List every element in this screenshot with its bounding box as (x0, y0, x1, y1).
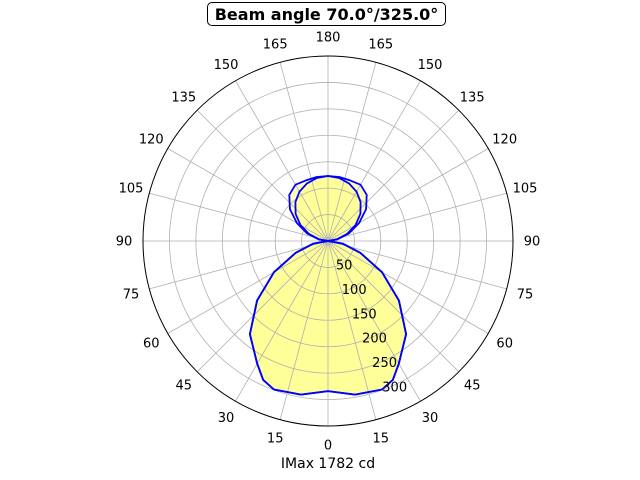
radial-tick-label: 300 (382, 381, 407, 396)
angle-tick-label: 90 (116, 235, 133, 250)
radial-tick-label: 100 (342, 283, 367, 298)
angle-tick-label: 135 (460, 90, 485, 105)
angular-grid-line (327, 240, 377, 420)
angle-tick-label: 15 (373, 432, 390, 447)
angular-grid-line (235, 80, 329, 242)
angular-grid-line (327, 240, 489, 334)
angular-grid-line (149, 240, 329, 290)
angle-tick-label: 105 (513, 182, 538, 197)
radial-tick-label: 250 (372, 356, 397, 371)
angle-tick-labels: 0 15 30 45 60 75 90 105 120 135 150 165 180 165 150 135… (116, 31, 541, 454)
angle-tick-label: 150 (214, 58, 239, 73)
angle-tick-label: 135 (171, 90, 196, 105)
polar-frame (142, 55, 514, 427)
angular-grid-line (167, 240, 329, 334)
x-axis-label: IMax 1782 cd (280, 456, 376, 472)
angular-grid-line (235, 240, 329, 402)
polar-grid (143, 56, 513, 426)
angle-tick-label: 60 (496, 337, 513, 352)
radial-tick-labels: 50 100 150 200 250 300 (336, 258, 407, 395)
angular-grid-line (196, 240, 329, 373)
angle-tick-label: 120 (492, 133, 517, 148)
angular-grid-line (279, 240, 329, 420)
radial-tick-label: 50 (336, 258, 353, 273)
angle-tick-label: 105 (119, 182, 144, 197)
angle-tick-label: 165 (368, 38, 393, 53)
angular-grid-line (327, 109, 460, 242)
angular-grid-line (327, 192, 507, 242)
radial-tick-label: 200 (362, 332, 387, 347)
angular-grid-line (279, 62, 329, 242)
angular-grid-line (327, 80, 421, 242)
angle-tick-label: 75 (123, 287, 140, 302)
angle-tick-label: 30 (422, 411, 439, 426)
angle-tick-label: 45 (464, 379, 481, 394)
angle-tick-label: 180 (316, 31, 341, 46)
angle-tick-label: 0 (324, 439, 332, 454)
angular-grid-line (327, 240, 460, 373)
angle-tick-label: 75 (517, 287, 534, 302)
chart-title: Beam angle 70.0°/325.0° (207, 2, 446, 26)
angular-grid-line (149, 192, 329, 242)
intensity-curve-layer (249, 175, 407, 396)
angle-tick-label: 60 (143, 337, 160, 352)
angle-tick-label: 90 (524, 235, 541, 250)
angular-grid-line (327, 62, 377, 242)
angle-tick-label: 30 (218, 411, 235, 426)
angle-tick-label: 150 (418, 58, 443, 73)
angle-tick-label: 45 (176, 379, 193, 394)
angular-grid-line (196, 109, 329, 242)
angular-grid-line (327, 240, 507, 290)
angular-grid-line (327, 240, 421, 402)
angle-tick-label: 15 (267, 432, 284, 447)
radial-tick-label: 150 (352, 307, 377, 322)
angle-tick-label: 165 (263, 38, 288, 53)
intensity-curve (249, 175, 407, 396)
angle-tick-label: 120 (139, 133, 164, 148)
